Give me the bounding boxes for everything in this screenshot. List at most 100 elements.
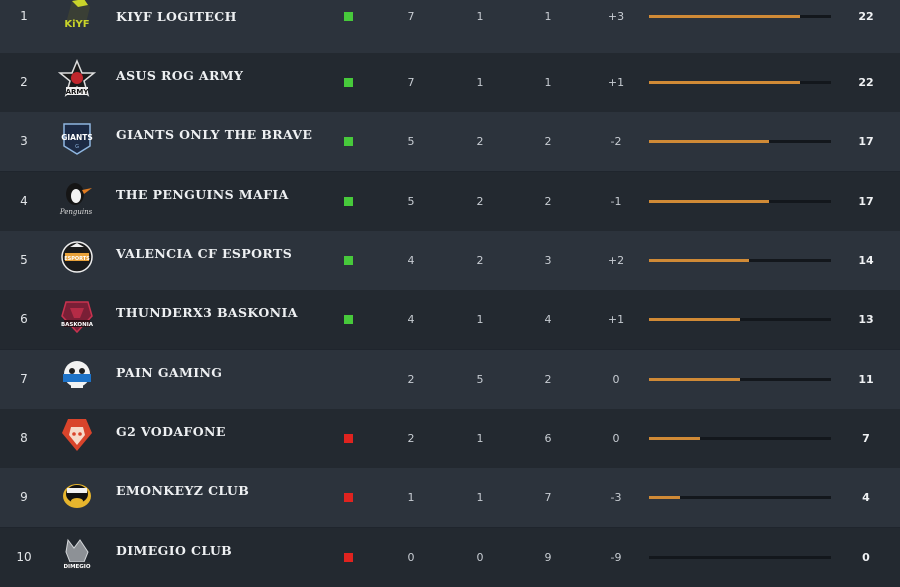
points-bar-fill [649, 259, 750, 262]
points-cell: 14 [858, 254, 874, 267]
table-row[interactable]: 10 DIMEGIO DIMEGIO CLUB 0 0 9 -9 0 [0, 528, 900, 587]
svg-text:GIANTS: GIANTS [61, 133, 93, 142]
points-cell: 22 [858, 76, 874, 89]
svg-text:KiYF: KiYF [64, 19, 89, 30]
table-row[interactable]: 7 PAIN GAMING 2 5 2 0 11 [0, 350, 900, 409]
table-row[interactable]: 6 BASKONIA THUNDERX3 BASKONIA 4 1 4 +1 13 [0, 290, 900, 349]
dimegio-logo-icon: DIMEGIO [58, 534, 96, 580]
wins-cell: 4 [407, 313, 415, 326]
team-name[interactable]: KIYF LOGITECH [116, 9, 237, 24]
team-name[interactable]: VALENCIA CF ESPORTS [116, 246, 293, 261]
wins-cell: 5 [407, 195, 415, 208]
team-name[interactable]: EMONKEYZ CLUB [116, 483, 250, 498]
svg-text:ARMY: ARMY [66, 88, 90, 96]
emonkeyz-logo-icon [58, 474, 96, 520]
team-name[interactable]: PAIN GAMING [116, 365, 223, 380]
valencia-logo-icon: ESPORTS [58, 237, 96, 283]
rank-cell: 1 [20, 9, 28, 23]
points-cell: 0 [862, 551, 870, 564]
round-diff-cell: +1 [607, 76, 625, 89]
points-bar [649, 15, 831, 18]
losses-cell: 2 [544, 135, 552, 148]
points-cell: 17 [858, 135, 874, 148]
table-row[interactable]: 8 G2 VODAFONE 2 1 6 0 7 [0, 409, 900, 468]
svg-text:Penguins: Penguins [59, 208, 93, 216]
round-diff-cell: 0 [612, 373, 620, 386]
points-cell: 17 [858, 195, 874, 208]
draws-cell: 0 [476, 551, 484, 564]
table-row[interactable]: 3 GIANTS G GIANTS ONLY THE BRAVE 5 2 2 -2 17 [0, 112, 900, 171]
svg-text:ESPORTS: ESPORTS [64, 256, 90, 262]
losses-cell: 4 [544, 313, 552, 326]
status-indicator [344, 434, 353, 443]
wins-cell: 2 [407, 432, 415, 445]
losses-cell: 9 [544, 551, 552, 564]
wins-cell: 1 [407, 491, 415, 504]
points-bar-fill [649, 437, 700, 440]
rank-cell: 10 [16, 550, 32, 564]
points-bar-fill [649, 140, 770, 143]
round-diff-cell: 0 [612, 432, 620, 445]
draws-cell: 1 [476, 76, 484, 89]
losses-cell: 2 [544, 373, 552, 386]
round-diff-cell: +1 [607, 313, 625, 326]
points-cell: 11 [858, 373, 874, 386]
team-name[interactable]: DIMEGIO CLUB [116, 543, 233, 558]
points-bar-fill [649, 496, 680, 499]
points-cell: 7 [862, 432, 870, 445]
points-bar [649, 378, 831, 381]
rank-cell: 4 [20, 194, 28, 208]
status-indicator [344, 197, 353, 206]
points-bar [649, 140, 831, 143]
losses-cell: 2 [544, 195, 552, 208]
draws-cell: 1 [476, 313, 484, 326]
points-bar-fill [649, 15, 801, 18]
rank-cell: 7 [20, 372, 28, 386]
pain-gaming-logo-icon [58, 356, 96, 402]
table-row[interactable]: 2 ARMY ASUS ROG ARMY 7 1 1 +1 22 [0, 53, 900, 112]
draws-cell: 1 [476, 491, 484, 504]
status-indicator [344, 553, 353, 562]
rank-cell: 3 [20, 134, 28, 148]
team-name[interactable]: GIANTS ONLY THE BRAVE [116, 127, 313, 142]
losses-cell: 6 [544, 432, 552, 445]
points-cell: 13 [858, 313, 874, 326]
rank-cell: 9 [20, 490, 28, 504]
table-row[interactable]: 9 EMONKEYZ CLUB 1 1 7 -3 4 [0, 468, 900, 527]
wins-cell: 7 [407, 10, 415, 23]
table-row[interactable]: 4 Penguins THE PENGUINS MAFIA 5 2 2 -1 17 [0, 172, 900, 231]
rank-cell: 6 [20, 312, 28, 326]
draws-cell: 5 [476, 373, 484, 386]
team-name[interactable]: THUNDERX3 BASKONIA [116, 305, 298, 320]
round-diff-cell: -9 [610, 551, 622, 564]
rank-cell: 5 [20, 253, 28, 267]
team-name[interactable]: THE PENGUINS MAFIA [116, 187, 289, 202]
g2-logo-icon [58, 415, 96, 461]
table-row[interactable]: 5 ESPORTS VALENCIA CF ESPORTS 4 2 3 +2 14 [0, 231, 900, 290]
round-diff-cell: -3 [610, 491, 622, 504]
points-bar [649, 437, 831, 440]
wins-cell: 7 [407, 76, 415, 89]
table-row[interactable]: 1 KiYF KIYF LOGITECH 7 1 1 +3 22 [0, 0, 900, 53]
round-diff-cell: +3 [607, 10, 625, 23]
svg-text:DIMEGIO: DIMEGIO [63, 564, 90, 570]
svg-text:BASKONIA: BASKONIA [61, 322, 94, 328]
wins-cell: 5 [407, 135, 415, 148]
svg-text:G: G [75, 144, 79, 150]
penguins-logo-icon: Penguins [58, 178, 96, 224]
points-bar [649, 496, 831, 499]
status-indicator [344, 315, 353, 324]
rog-army-logo-icon: ARMY [58, 59, 96, 105]
wins-cell: 4 [407, 254, 415, 267]
team-name[interactable]: G2 VODAFONE [116, 424, 226, 439]
losses-cell: 3 [544, 254, 552, 267]
points-bar-fill [649, 81, 801, 84]
team-name[interactable]: ASUS ROG ARMY [116, 68, 244, 83]
round-diff-cell: +2 [607, 254, 625, 267]
giants-logo-icon: GIANTS G [58, 118, 96, 164]
points-bar-fill [649, 318, 740, 321]
status-indicator [344, 137, 353, 146]
draws-cell: 1 [476, 432, 484, 445]
draws-cell: 1 [476, 10, 484, 23]
